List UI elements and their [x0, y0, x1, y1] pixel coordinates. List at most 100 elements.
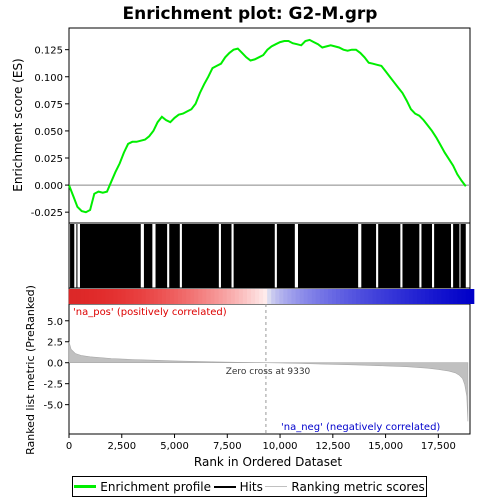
hit-mark [79, 224, 141, 288]
ranking-metric-area [68, 341, 469, 422]
color-bar-segment [315, 289, 321, 304]
hit-mark [361, 224, 377, 288]
x-tick-label: 0 [66, 441, 72, 452]
color-bar-segment [109, 289, 114, 304]
color-bar-segment [271, 289, 276, 304]
es-y-tick-label: 0.050 [34, 127, 63, 138]
color-bar-segment [336, 289, 341, 304]
color-bar-segment [125, 289, 131, 304]
color-bar-segment [72, 289, 78, 304]
color-bar-segment [169, 289, 175, 304]
color-bar-segment [129, 289, 135, 304]
color-bar-segment [97, 289, 102, 304]
color-bar-segment [186, 289, 191, 304]
color-bar-segment [76, 289, 82, 304]
color-bar-segment [287, 289, 293, 304]
color-bar-segment [68, 289, 74, 304]
legend-item-metric: Ranking metric scores [265, 479, 425, 494]
hit-mark [181, 224, 219, 288]
color-bar-segment [295, 289, 301, 304]
chart-title: Enrichment plot: G2-M.grp [123, 4, 378, 24]
color-bar-segment [457, 289, 463, 304]
color-bar-segment [190, 289, 195, 304]
color-bar-segment [250, 289, 256, 304]
color-bar-segment [404, 289, 410, 304]
correlation-color-bar [68, 289, 475, 304]
x-tick-label: 15,000 [368, 441, 403, 452]
color-bar-segment [80, 289, 86, 304]
color-bar-segment [238, 289, 244, 304]
color-bar-segment [445, 289, 451, 304]
hit-mark [220, 224, 232, 288]
color-bar-segment [93, 289, 98, 304]
x-tick-label: 12,500 [315, 441, 350, 452]
color-bar-segment [218, 289, 224, 304]
enrichment-swatch-icon [74, 485, 97, 488]
color-bar-segment [242, 289, 248, 304]
metric-y-tick-label: 0.0 [47, 359, 63, 370]
hit-mark [70, 224, 75, 288]
es-y-tick-label: 0.025 [34, 154, 63, 165]
es-panel [68, 27, 471, 224]
x-tick-label: 7,500 [213, 441, 242, 452]
color-bar-segment [344, 289, 349, 304]
color-bar-segment [84, 289, 90, 304]
axis-layer: -0.025 0.000 0.025 0.050 0.075 0.100 0.125 -5.0… [31, 46, 456, 452]
legend-item-hits: Hits [213, 480, 263, 494]
es-y-tick-label: 0.125 [34, 46, 63, 57]
color-bar-segment [364, 289, 369, 304]
color-bar-segment [113, 289, 118, 304]
color-bar-segment [412, 289, 418, 304]
hit-mark [169, 224, 180, 288]
color-bar-segment [267, 289, 272, 304]
color-bar-segment [469, 289, 475, 304]
color-bar-segment [214, 289, 220, 304]
color-bar-segment [396, 289, 402, 304]
color-bar-segment [360, 289, 365, 304]
color-bar-segment [327, 289, 333, 304]
hit-mark [76, 224, 78, 288]
color-bar-segment [388, 289, 394, 304]
color-bar-segment [425, 289, 430, 304]
color-bar-segment [400, 289, 406, 304]
neg-label: 'na_neg' (negatively correlated) [281, 422, 440, 433]
pos-label: 'na_pos' (positively correlated) [73, 307, 227, 318]
color-bar-segment [263, 289, 268, 304]
hit-mark [233, 224, 275, 288]
metric-y-tick-label: 5.0 [47, 317, 63, 328]
color-bar-segment [380, 289, 386, 304]
color-bar-segment [174, 289, 179, 304]
color-bar-segment [279, 289, 284, 304]
color-bar-segment [291, 289, 297, 304]
color-bar-segment [429, 289, 434, 304]
hit-mark [276, 224, 295, 288]
color-bar-segment [453, 289, 459, 304]
color-bar-segment [348, 289, 353, 304]
color-bar-segment [210, 289, 216, 304]
legend-label-metric: Ranking metric scores [291, 479, 425, 494]
metric-y-tick-label: -5.0 [43, 401, 63, 412]
es-y-tick-label: 0.075 [34, 100, 63, 111]
color-bar-segment [117, 289, 122, 304]
color-bar-segment [449, 289, 455, 304]
color-bar-segment [259, 289, 264, 304]
color-bar-segment [384, 289, 390, 304]
legend: Enrichment profile Hits Ranking metric s… [72, 476, 427, 497]
color-bar-segment [198, 289, 203, 304]
color-bar-segment [311, 289, 317, 304]
color-bar-segment [178, 289, 183, 304]
color-bar-segment [283, 289, 288, 304]
legend-item-enrichment: Enrichment profile [74, 480, 211, 494]
hit-mark [421, 224, 433, 288]
color-bar-segment [356, 289, 361, 304]
metric-y-tick-label: 2.5 [47, 338, 63, 349]
hit-mark [143, 224, 153, 288]
color-bar-segment [303, 289, 309, 304]
hit-mark [460, 224, 466, 288]
color-bar-segment [133, 289, 139, 304]
color-bar-segment [433, 289, 438, 304]
color-bar-segment [182, 289, 187, 304]
color-bar-segment [392, 289, 398, 304]
color-bar-segment [141, 289, 147, 304]
color-bar-segment [194, 289, 199, 304]
